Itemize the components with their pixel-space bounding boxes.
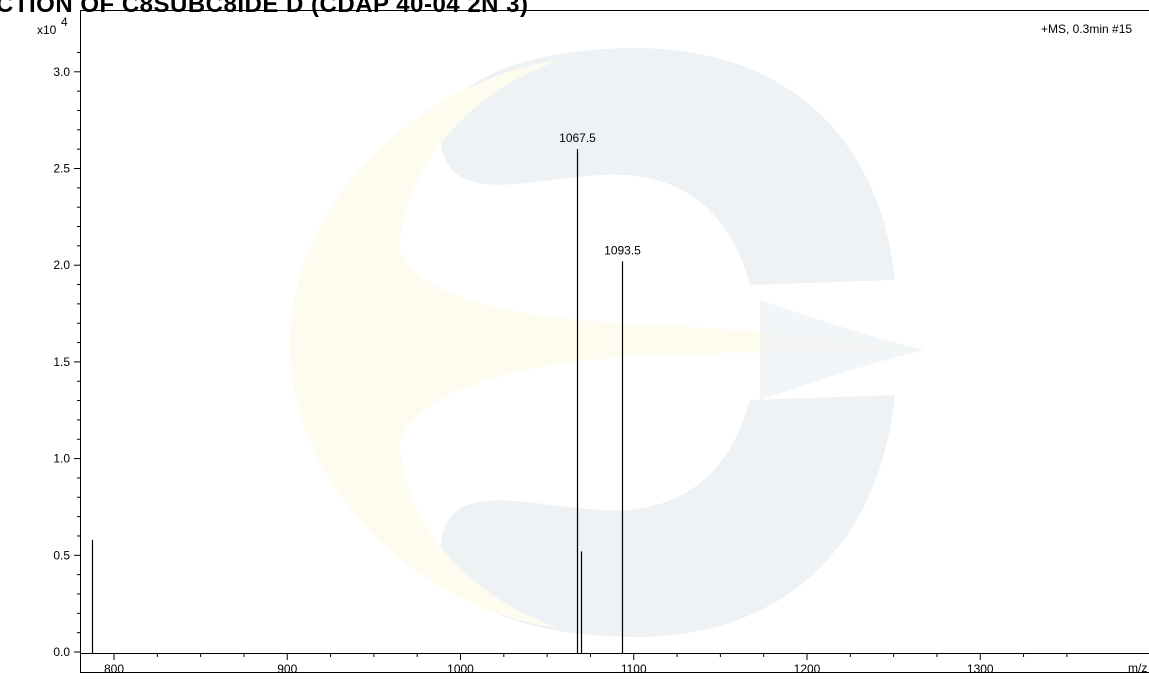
y-tick-label: 0.0 xyxy=(53,645,70,659)
x-axis-ticks: 800 900 1000 1100 1200 1300 xyxy=(104,653,1068,676)
peak-label: 1093.5 xyxy=(604,243,641,257)
y-axis-ticks: 0.0 0.5 1.0 1.5 2.0 2.5 3.0 xyxy=(53,51,80,659)
peak-label: 1067.5 xyxy=(559,131,596,145)
y-exponent-power: 4 xyxy=(61,15,68,29)
y-exponent-base: x10 xyxy=(37,23,57,37)
x-tick-label: 1200 xyxy=(794,662,821,676)
y-tick-label: 1.0 xyxy=(53,452,70,466)
y-tick-label: 2.0 xyxy=(53,258,70,272)
spectrum-peaks: 1067.5 1093.5 xyxy=(91,131,641,653)
y-tick-label: 3.0 xyxy=(53,65,70,79)
x-tick-label: 1000 xyxy=(447,662,474,676)
watermark-logo xyxy=(290,48,925,637)
x-tick-label: 900 xyxy=(277,662,297,676)
x-tick-label: 1300 xyxy=(967,662,994,676)
scan-info-label: +MS, 0.3min #15 xyxy=(1041,22,1132,36)
x-tick-label: 800 xyxy=(104,662,124,676)
y-tick-label: 2.5 xyxy=(53,162,70,176)
x-axis-label: m/z xyxy=(1128,661,1147,675)
y-tick-label: 1.5 xyxy=(53,355,70,369)
y-tick-label: 0.5 xyxy=(53,548,70,562)
x-tick-label: 1100 xyxy=(621,662,647,676)
chart-title: CTION OF C8SUBC8IDE D (CDAP 40-04 2N 3) xyxy=(0,0,529,18)
